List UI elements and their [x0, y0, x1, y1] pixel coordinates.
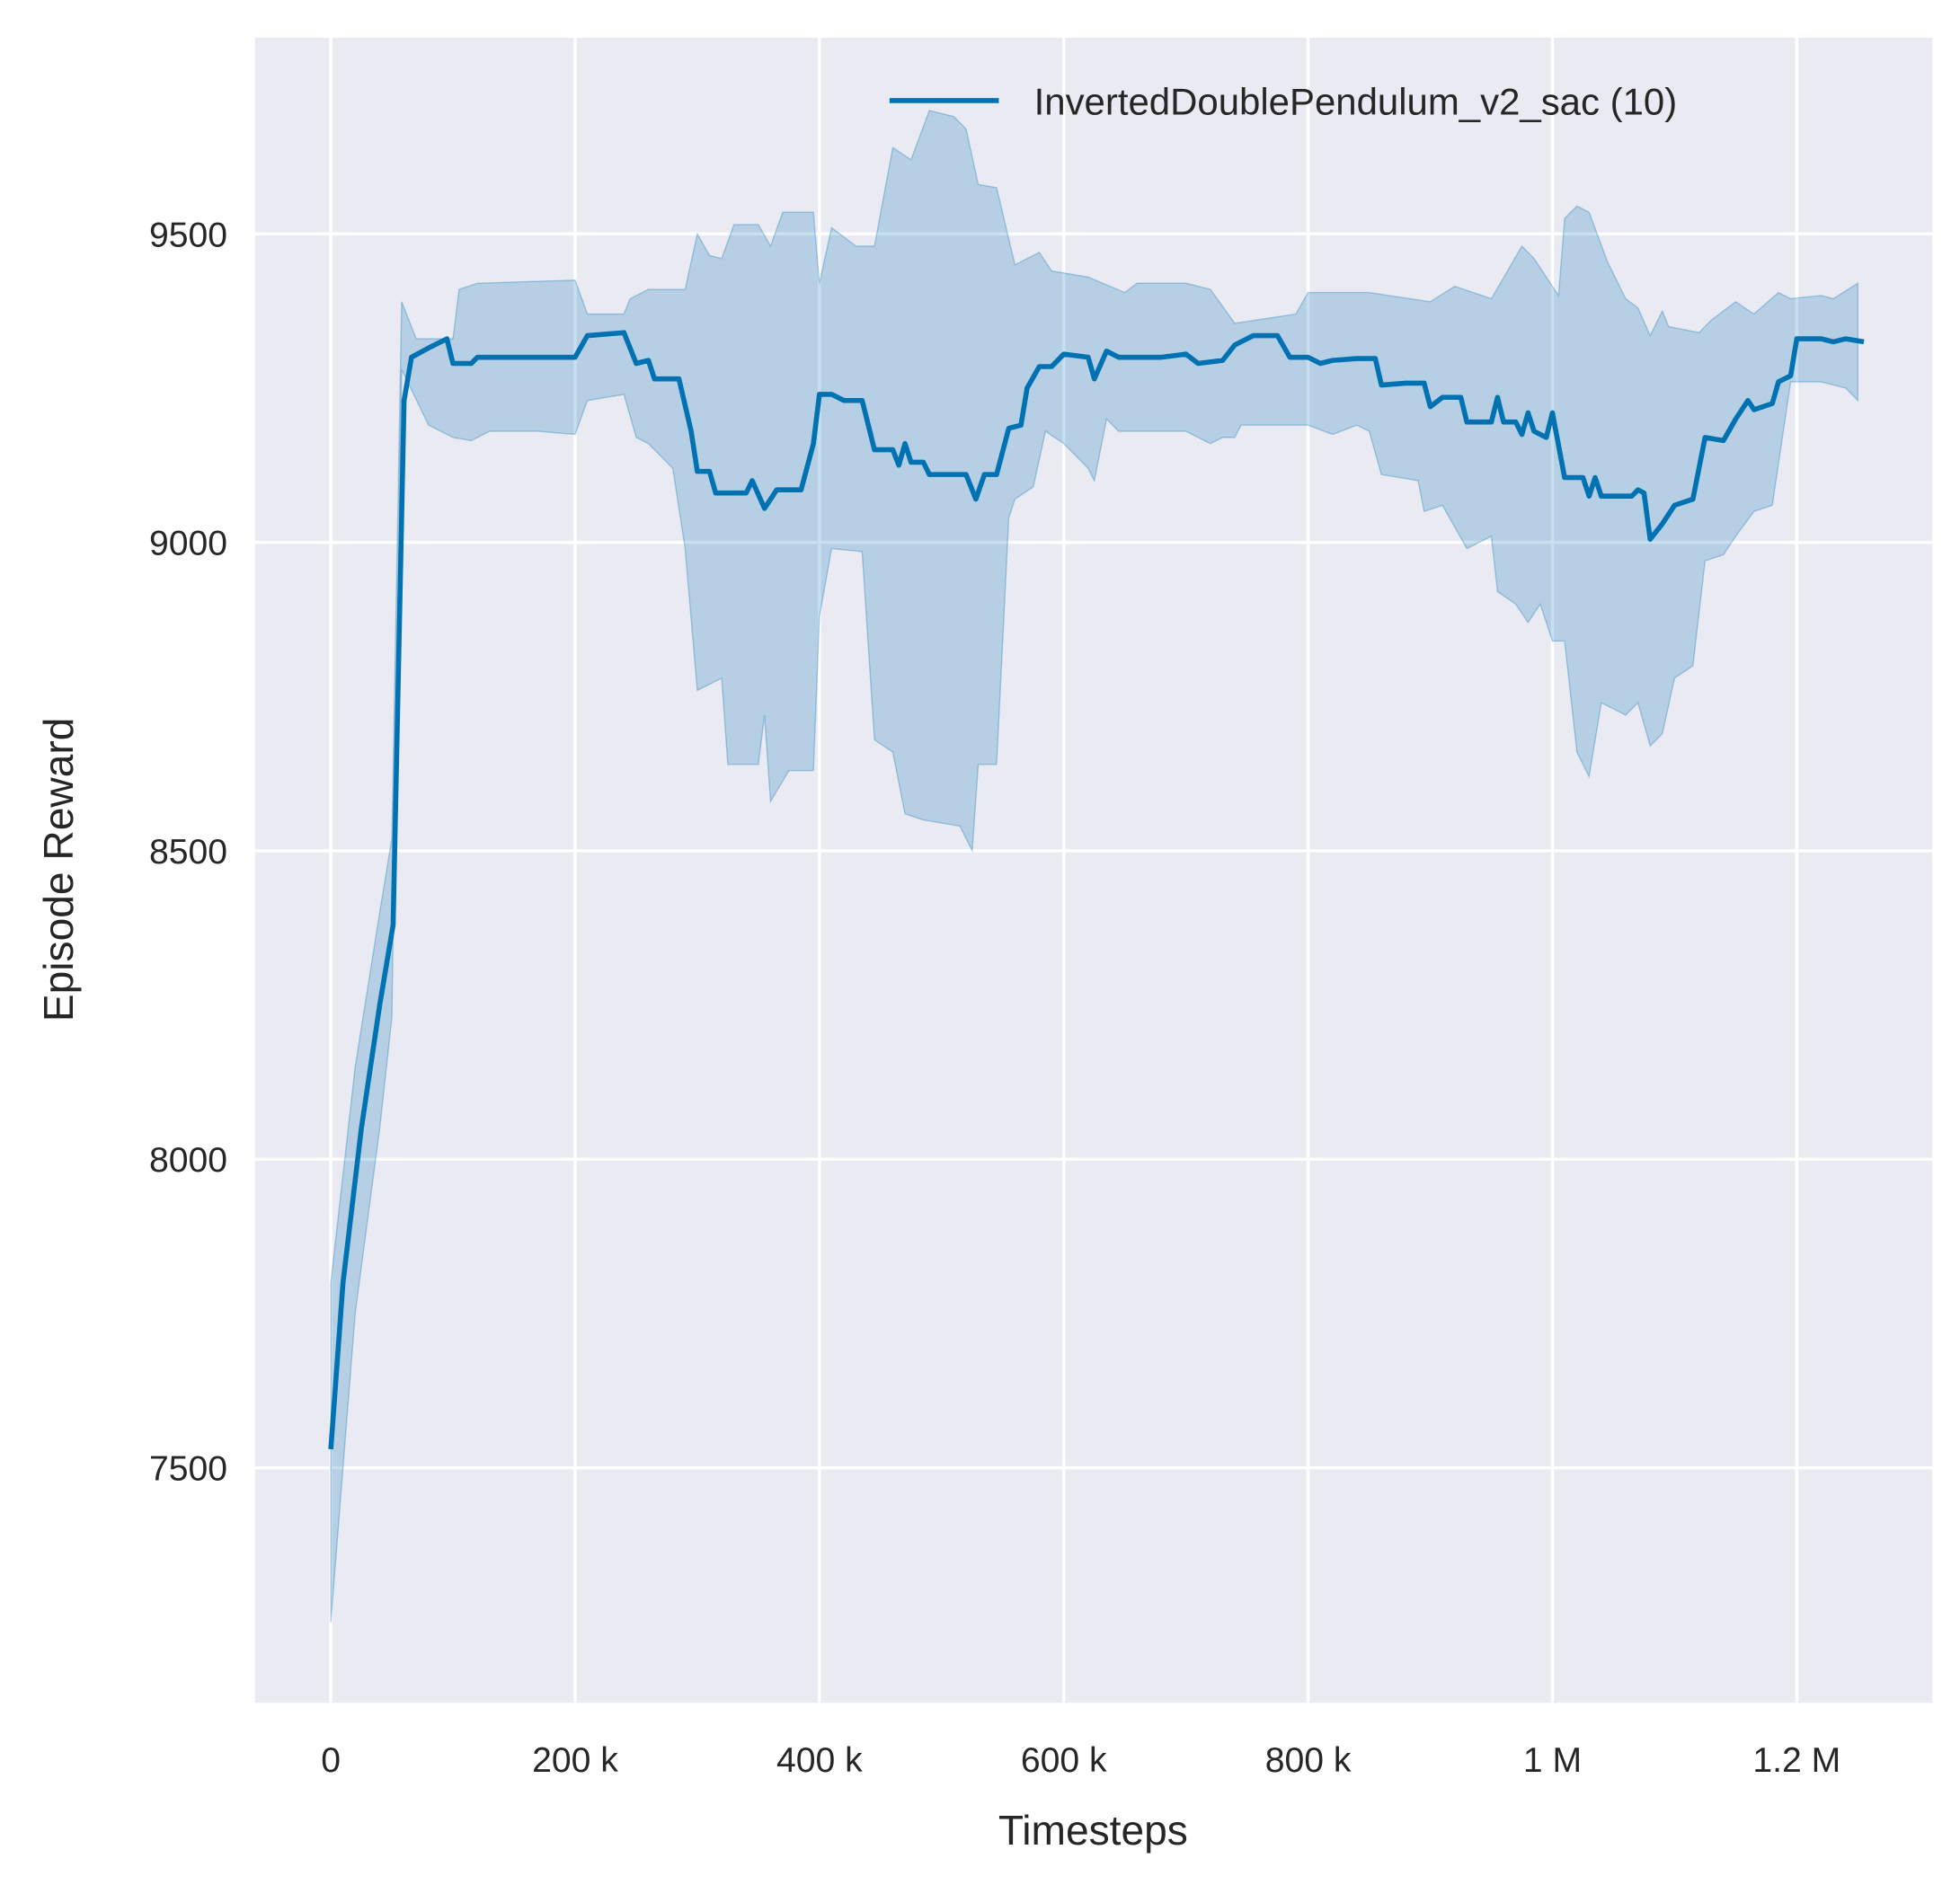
x-axis-label: Timesteps — [998, 1807, 1188, 1854]
x-tick-label: 800 k — [1265, 1741, 1352, 1780]
x-tick-label: 600 k — [1021, 1741, 1107, 1780]
x-tick-label: 200 k — [532, 1741, 618, 1780]
plot-background — [254, 37, 1933, 1704]
x-tick-label: 400 k — [776, 1741, 863, 1780]
x-tick-label: 1 M — [1523, 1741, 1582, 1780]
y-tick-label: 9000 — [149, 525, 227, 563]
legend-label: InvertedDoublePendulum_v2_sac (10) — [1034, 80, 1678, 122]
tick-labels: 0 200 k 400 k 600 k 800 k 1 M 1.2 M 7500 8000 850… — [149, 216, 1840, 1780]
legend: InvertedDoublePendulum_v2_sac (10) — [889, 80, 1678, 122]
y-tick-label: 7500 — [149, 1450, 227, 1489]
x-tick-label: 1.2 M — [1752, 1741, 1840, 1780]
x-tick-label: 0 — [321, 1741, 341, 1780]
gridlines — [254, 37, 1933, 1704]
mean-line — [328, 330, 1865, 1450]
y-tick-label: 9500 — [149, 216, 227, 254]
y-tick-label: 8500 — [149, 833, 227, 872]
y-tick-label: 8000 — [149, 1141, 227, 1180]
y-axis-label: Episode Reward — [35, 718, 82, 1022]
